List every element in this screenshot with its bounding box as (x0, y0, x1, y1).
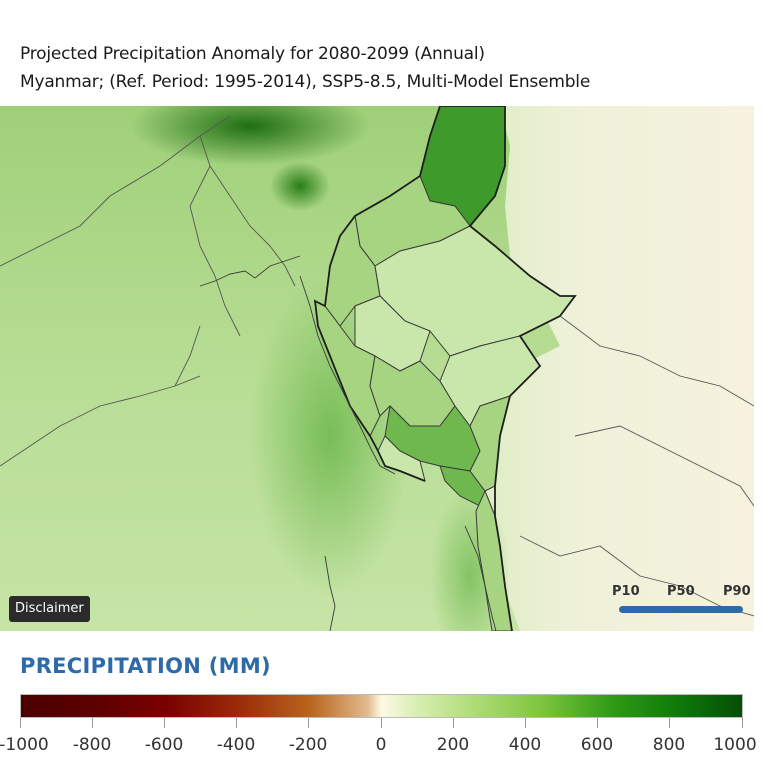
color-scale-bar (20, 694, 743, 718)
legend-tick-label: 1000 (713, 735, 757, 755)
legend-tick-label: 200 (436, 735, 470, 755)
percentile-label-p10[interactable]: P10 (612, 584, 640, 599)
map-panel[interactable] (0, 106, 754, 631)
legend-tick-label: -1000 (0, 735, 49, 755)
legend-tick-label: 800 (652, 735, 686, 755)
percentile-label-p50[interactable]: P50 (667, 584, 695, 599)
coastlines (199, 255, 497, 631)
legend-tick (669, 718, 670, 728)
chart-subtitle: Myanmar; (Ref. Period: 1995-2014), SSP5-… (20, 72, 591, 92)
legend-tick (597, 718, 598, 728)
legend-tick (453, 718, 454, 728)
legend-tick (381, 718, 382, 728)
neighbour-borders (0, 115, 754, 617)
percentile-label-p90[interactable]: P90 (723, 584, 751, 599)
legend-tick (308, 718, 309, 728)
percentile-labels: P10 P50 P90 (612, 584, 754, 602)
legend-tick (236, 718, 237, 728)
legend-tick-label: 400 (508, 735, 542, 755)
legend-tick-label: -600 (144, 735, 184, 755)
legend-tick-label: 0 (375, 735, 387, 755)
legend-tick-label: -800 (72, 735, 112, 755)
legend-ticks (20, 718, 743, 732)
legend-tick (164, 718, 165, 728)
myanmar-border-west (313, 106, 441, 482)
legend-tick (92, 718, 93, 728)
disclaimer-button[interactable]: Disclaimer (9, 596, 90, 622)
precipitation-map[interactable] (0, 106, 754, 631)
legend-tick-labels: -1000 -800 -600 -400 -200 0 200 400 600 … (0, 735, 762, 757)
legend-tick-label: -400 (216, 735, 256, 755)
legend-tick (525, 718, 526, 728)
title-block: Projected Precipitation Anomaly for 2080… (20, 40, 590, 96)
wet-spot (270, 161, 330, 211)
legend-tick (742, 718, 743, 728)
percentile-slider[interactable] (619, 606, 743, 613)
legend-tick-label: 600 (580, 735, 614, 755)
northern-wet-zone (130, 106, 370, 166)
legend-tick-label: -200 (288, 735, 328, 755)
chart-title: Projected Precipitation Anomaly for 2080… (20, 44, 485, 64)
legend-tick (20, 718, 21, 728)
legend-title: PRECIPITATION (MM) (20, 654, 271, 678)
eastern-land (470, 106, 754, 631)
